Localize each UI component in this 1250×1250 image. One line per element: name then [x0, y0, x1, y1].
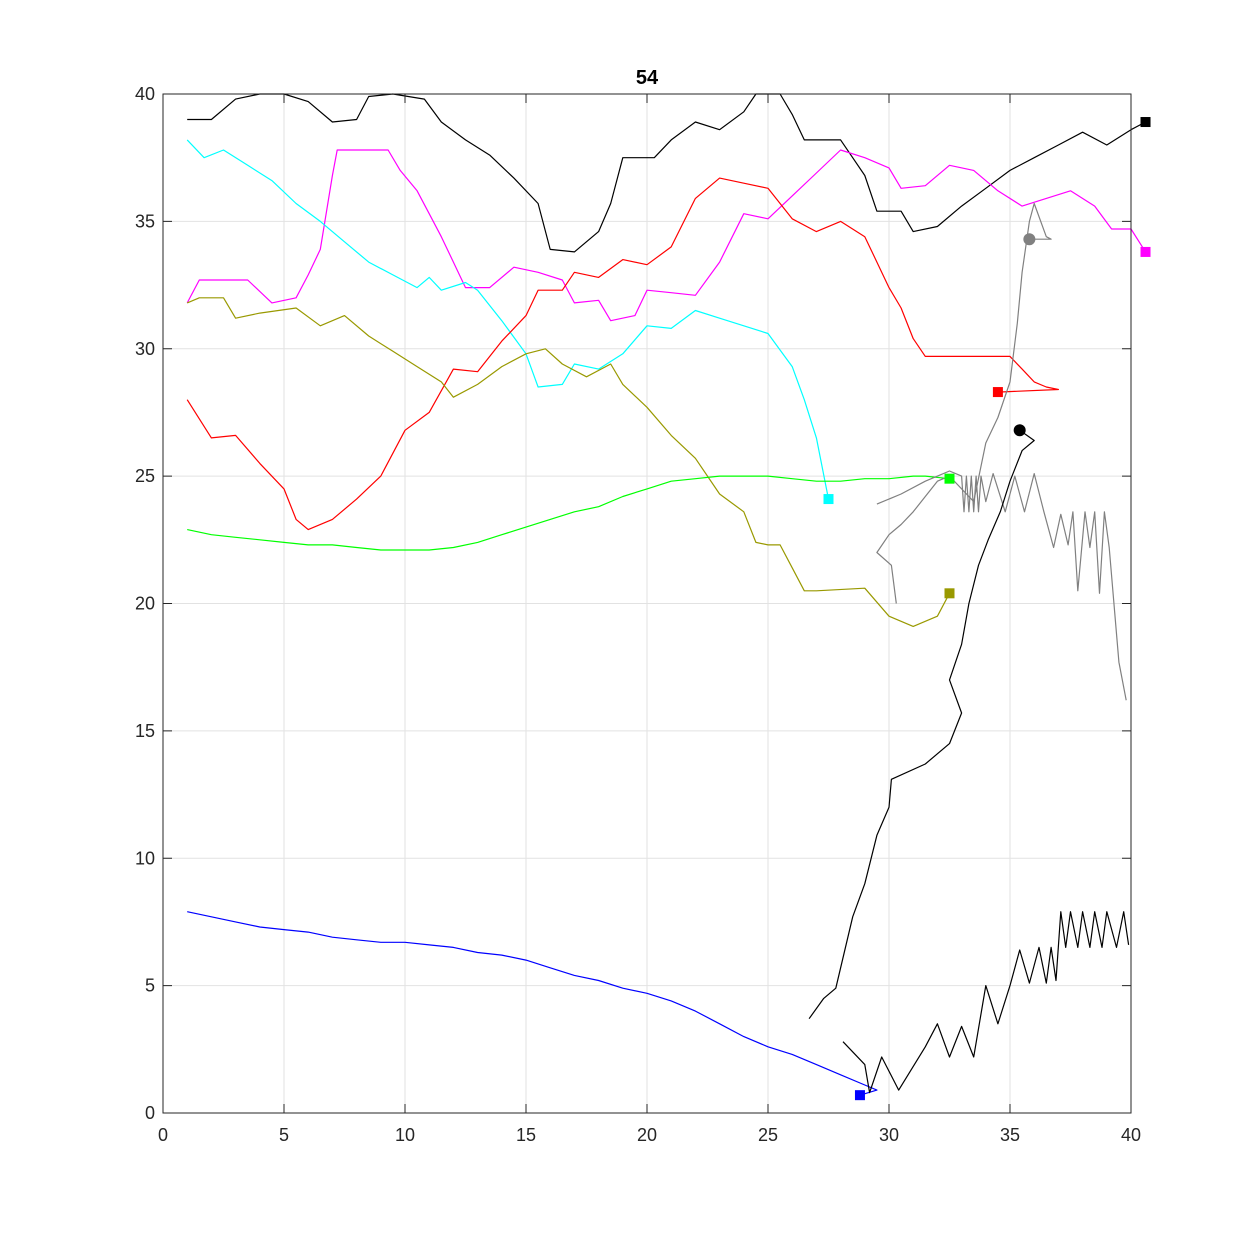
series-end-marker-5: [944, 588, 955, 599]
y-tick-label: 25: [135, 466, 155, 486]
x-tick-label: 15: [516, 1125, 536, 1145]
series-line-11: [842, 911, 1130, 1094]
series-line-9: [808, 429, 1035, 1020]
x-tick-label: 25: [758, 1125, 778, 1145]
x-tick-labels: 0 5 10 15 20 25 30 35 40: [158, 1125, 1141, 1145]
series-line-1: [187, 93, 1146, 253]
series-line-2: [186, 149, 1147, 322]
y-tick-label: 15: [135, 721, 155, 741]
x-tick-label: 40: [1121, 1125, 1141, 1145]
series-end-marker-1: [1140, 117, 1151, 128]
series-end-marker-7: [1023, 233, 1036, 246]
series-line-4: [186, 177, 1060, 531]
series-end-marker-6: [944, 473, 955, 484]
series-layer: [186, 93, 1147, 1096]
series-line-7: [876, 202, 1052, 604]
markers-layer: [823, 117, 1151, 1101]
y-tick-labels: 0 5 10 15 20 25 30 35 40: [135, 84, 155, 1123]
y-tick-label: 40: [135, 84, 155, 104]
x-tick-label: 30: [879, 1125, 899, 1145]
x-tick-label: 20: [637, 1125, 657, 1145]
series-end-marker-4: [992, 387, 1003, 398]
x-tick-label: 35: [1000, 1125, 1020, 1145]
y-tick-label: 30: [135, 339, 155, 359]
chart-title: 54: [636, 67, 659, 89]
x-tick-label: 10: [395, 1125, 415, 1145]
series-line-5: [186, 297, 951, 628]
y-tick-label: 5: [145, 976, 155, 996]
ticks: [162, 93, 1132, 1114]
series-line-10: [187, 911, 878, 1096]
series-end-marker-2: [1140, 246, 1151, 257]
series-end-marker-9: [1013, 424, 1026, 437]
x-tick-label: 0: [158, 1125, 168, 1145]
series-end-marker-10: [854, 1090, 865, 1101]
y-tick-label: 0: [145, 1103, 155, 1123]
x-tick-label: 5: [279, 1125, 289, 1145]
series-line-3: [186, 139, 830, 500]
series-line-6: [187, 475, 950, 551]
y-tick-label: 35: [135, 211, 155, 231]
series-line-8: [876, 470, 1127, 701]
y-tick-label: 20: [135, 594, 155, 614]
series-end-marker-3: [823, 494, 834, 505]
y-tick-label: 10: [135, 848, 155, 868]
